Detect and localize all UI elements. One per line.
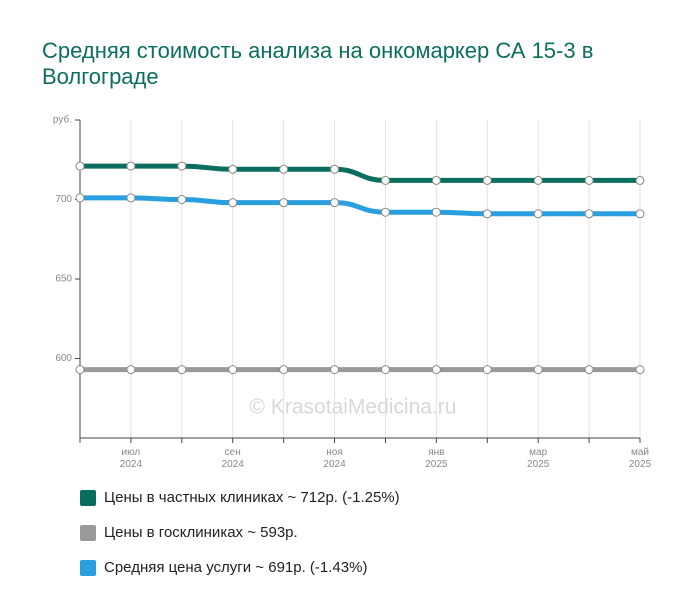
x-tick-label: июл 2024 [120, 447, 143, 470]
data-point [126, 161, 136, 171]
legend-swatch [80, 490, 96, 506]
data-point [330, 198, 340, 208]
data-point [584, 209, 594, 219]
x-tick-label: май 2025 [629, 447, 652, 470]
data-point [279, 164, 289, 174]
data-point [177, 365, 187, 375]
watermark: © KrasotaiMedicina.ru [250, 396, 457, 419]
data-point [228, 198, 238, 208]
y-tick-label: руб. [53, 114, 72, 126]
data-point [380, 175, 390, 185]
data-point [279, 198, 289, 208]
y-tick-label: 700 [55, 194, 72, 205]
data-point [431, 175, 441, 185]
data-point [126, 365, 136, 375]
data-point [75, 193, 85, 203]
data-point [635, 209, 645, 219]
data-point [279, 365, 289, 375]
x-tick-label: сен 2024 [222, 447, 245, 470]
data-point [635, 365, 645, 375]
series-line [80, 195, 640, 217]
data-point [635, 175, 645, 185]
data-point [584, 365, 594, 375]
data-point [177, 161, 187, 171]
data-point [380, 207, 390, 217]
data-point [533, 365, 543, 375]
x-tick-label: янв 2025 [425, 447, 448, 470]
legend-label: Средняя цена услуги ~ 691р. (-1.43%) [104, 559, 367, 576]
data-point [228, 164, 238, 174]
data-point [380, 365, 390, 375]
data-point [431, 207, 441, 217]
y-tick-label: 600 [55, 353, 72, 364]
data-point [482, 175, 492, 185]
data-point [431, 365, 441, 375]
data-point [228, 365, 238, 375]
legend-label: Цены в госклиниках ~ 593р. [104, 524, 298, 541]
data-point [584, 175, 594, 185]
data-point [177, 195, 187, 204]
data-point [482, 209, 492, 219]
x-tick-label: мар 2025 [527, 447, 550, 470]
data-point [126, 193, 136, 203]
legend-label: Цены в частных клиниках ~ 712р. (-1.25%) [104, 489, 400, 506]
data-point [330, 365, 340, 375]
chart-title: Средняя стоимость анализа на онкомаркер … [42, 38, 594, 89]
data-point [75, 161, 85, 171]
data-point [330, 164, 340, 174]
y-tick-label: 650 [55, 274, 72, 285]
series-line [80, 163, 640, 183]
data-point [482, 365, 492, 375]
data-point [533, 175, 543, 185]
data-point [533, 209, 543, 219]
x-tick-label: ноя 2024 [323, 447, 346, 470]
legend-swatch [80, 560, 96, 576]
data-point [75, 365, 85, 375]
legend-swatch [80, 525, 96, 541]
